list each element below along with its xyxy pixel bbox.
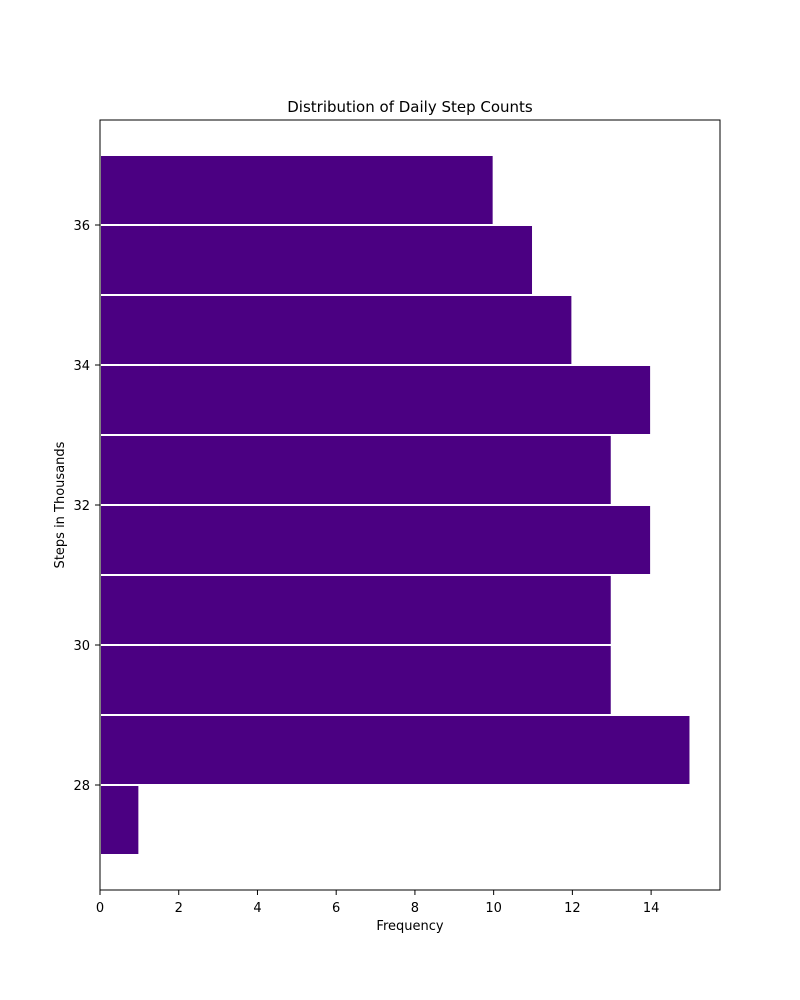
histogram-bar <box>99 784 141 856</box>
x-tick-label: 8 <box>411 901 419 916</box>
y-tick-label: 30 <box>73 639 90 654</box>
y-axis-ticks: 28 30 32 34 36 <box>73 219 100 794</box>
histogram-bar <box>99 504 653 576</box>
histogram-bar <box>99 434 613 506</box>
y-axis-label: Steps in Thousands <box>53 441 68 568</box>
x-axis-ticks: 0 2 4 6 8 10 12 14 <box>96 890 660 916</box>
x-tick-label: 6 <box>332 901 340 916</box>
x-tick-label: 14 <box>643 901 660 916</box>
histogram-bar <box>99 294 574 366</box>
x-tick-label: 10 <box>485 901 502 916</box>
y-tick-label: 32 <box>73 499 90 514</box>
chart-title: Distribution of Daily Step Counts <box>287 98 533 116</box>
histogram-bar <box>99 154 495 226</box>
y-tick-label: 36 <box>73 219 90 234</box>
histogram-bar <box>99 644 613 716</box>
bars-group <box>99 154 692 856</box>
x-tick-label: 0 <box>96 901 104 916</box>
histogram-bar <box>99 574 613 646</box>
x-axis-label: Frequency <box>376 919 443 934</box>
y-tick-label: 34 <box>73 359 90 374</box>
y-tick-label: 28 <box>73 779 90 794</box>
histogram-bar <box>99 364 653 436</box>
x-tick-label: 12 <box>564 901 581 916</box>
x-tick-label: 2 <box>175 901 183 916</box>
x-tick-label: 4 <box>253 901 261 916</box>
histogram-bar <box>99 714 692 786</box>
histogram-bar <box>99 224 535 296</box>
